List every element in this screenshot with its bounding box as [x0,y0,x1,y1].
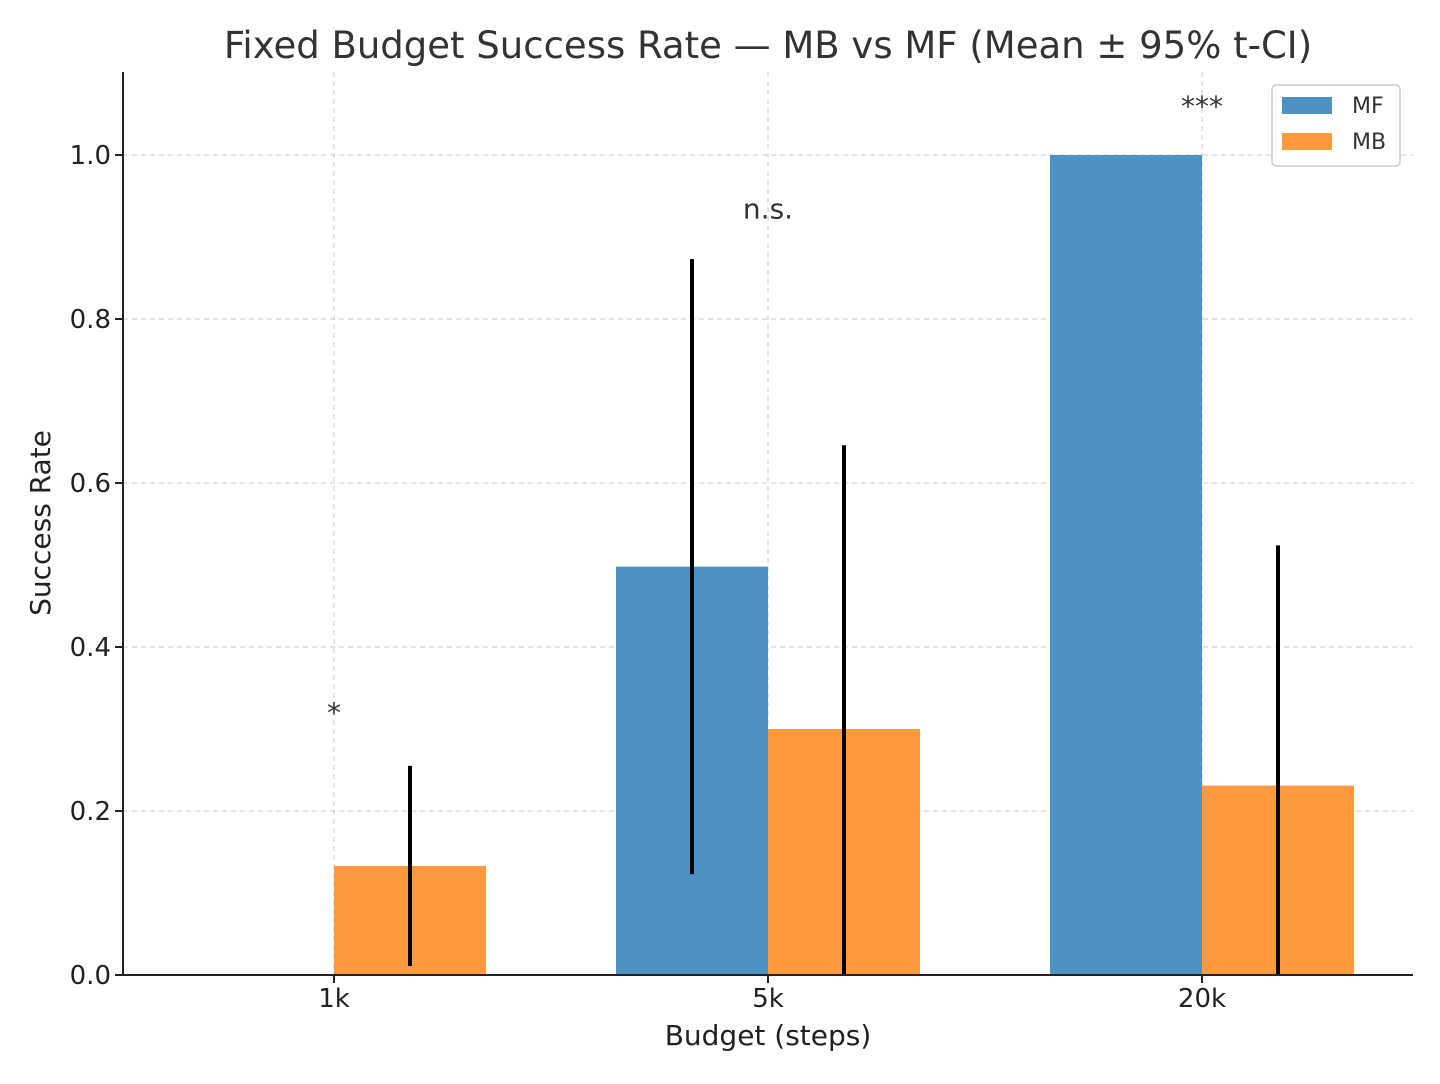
x-tick-label: 20k [1178,984,1226,1014]
legend-label-mb: MB [1352,130,1386,155]
x-tick-label: 5k [752,984,784,1014]
y-tick-label: 0.0 [70,961,111,991]
legend-swatch-mb [1282,133,1332,150]
legend-label-mf: MF [1352,94,1384,119]
legend: MF MB [1271,84,1401,167]
y-axis-label: Success Rate [24,430,57,616]
y-tick-label: 0.8 [70,305,111,335]
error-bars [408,259,1280,975]
y-tick-label: 0.2 [70,797,111,827]
significance-label-5k: n.s. [743,192,793,225]
x-tick-label: 1k [318,984,350,1014]
y-tick-label: 1.0 [70,141,111,171]
legend-swatch-mf [1282,97,1332,114]
y-tick-label: 0.6 [70,469,111,499]
significance-annotations: * n.s. *** [327,90,1223,730]
y-tick-label: 0.4 [70,633,111,663]
significance-label-1k: * [327,697,341,730]
bar-mf-20k [1050,155,1202,975]
x-axis-label: Budget (steps) [665,1019,872,1052]
chart-title: Fixed Budget Success Rate — MB vs MF (Me… [224,24,1312,67]
significance-label-20k: *** [1181,90,1223,123]
ticks: 0.0 0.2 0.4 0.6 0.8 1.0 1k 5k 20k [70,141,1226,1014]
